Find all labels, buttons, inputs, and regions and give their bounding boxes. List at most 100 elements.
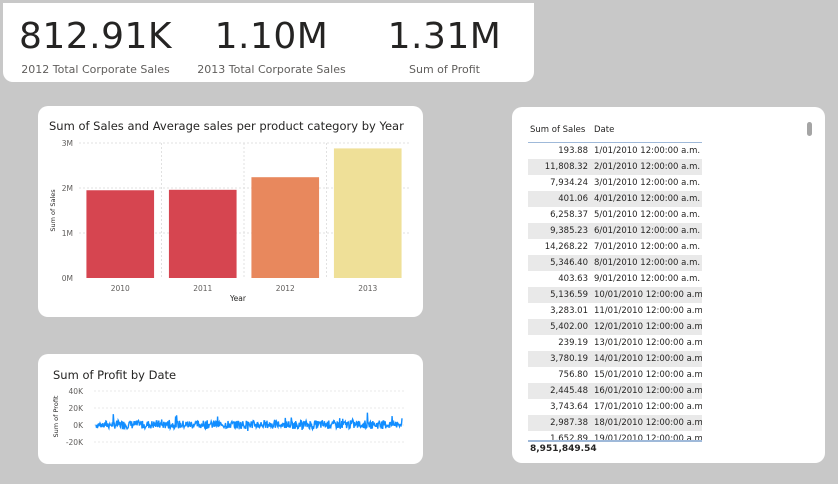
y-tick-label: 1M xyxy=(62,229,73,238)
table-body[interactable]: 193.88 1/01/2010 12:00:00 a.m. 11,808.32 2/… xyxy=(528,143,702,440)
y-tick-label: 0K xyxy=(73,421,84,430)
bar-chart-card[interactable]: 0M 1M 2M 3M 2010 2011 2012 2013 Year Sum of Sales… xyxy=(38,106,423,317)
column-header-sales[interactable]: Sum of Sales xyxy=(530,125,586,135)
sales-table-card[interactable]: Sum of Sales Date 193.88 1/01/2010 12:00:… xyxy=(512,107,825,463)
y-tick-label: 40K xyxy=(69,387,85,396)
x-axis-label: Year xyxy=(229,294,247,303)
table-row[interactable]: 1,652.89 19/01/2010 12:00:00 a.m. xyxy=(528,431,702,440)
cell-sum-of-sales: 3,780.19 xyxy=(550,354,588,364)
table-row[interactable]: 5,136.59 10/01/2010 12:00:00 a.m. xyxy=(528,287,702,303)
table-row[interactable]: 193.88 1/01/2010 12:00:00 a.m. xyxy=(528,143,702,159)
table-scrollbar[interactable] xyxy=(807,122,812,136)
kpi-2012-sales[interactable]: 812.91K 2012 Total Corporate Sales xyxy=(13,13,178,76)
line-chart-title: Sum of Profit by Date xyxy=(53,368,177,382)
kpi-strip: 812.91K 2012 Total Corporate Sales 1.10M… xyxy=(3,3,534,82)
cell-sum-of-sales: 239.19 xyxy=(558,338,588,348)
table-row[interactable]: 239.19 13/01/2010 12:00:00 a.m. xyxy=(528,335,702,351)
cell-sum-of-sales: 5,402.00 xyxy=(550,322,588,332)
table-row[interactable]: 5,402.00 12/01/2010 12:00:00 a.m. xyxy=(528,319,702,335)
cell-date: 12/01/2010 12:00:00 a.m. xyxy=(594,322,702,332)
y-axis-label: Sum of Profit xyxy=(52,395,60,437)
cell-sum-of-sales: 3,743.64 xyxy=(550,402,588,412)
kpi-label: 2012 Total Corporate Sales xyxy=(21,63,170,76)
x-tick-label: 2011 xyxy=(193,284,212,293)
cell-sum-of-sales: 403.63 xyxy=(558,274,588,284)
table-row[interactable]: 3,283.01 11/01/2010 12:00:00 a.m. xyxy=(528,303,702,319)
cell-date: 8/01/2010 12:00:00 a.m. xyxy=(594,258,701,268)
cell-date: 6/01/2010 12:00:00 a.m. xyxy=(594,226,701,236)
column-header-date[interactable]: Date xyxy=(594,125,615,135)
cell-date: 15/01/2010 12:00:00 a.m. xyxy=(594,370,702,380)
cell-sum-of-sales: 756.80 xyxy=(558,370,588,380)
table-row[interactable]: 3,780.19 14/01/2010 12:00:00 a.m. xyxy=(528,351,702,367)
cell-date: 10/01/2010 12:00:00 a.m. xyxy=(594,290,702,300)
table-row[interactable]: 403.63 9/01/2010 12:00:00 a.m. xyxy=(528,271,702,287)
cell-sum-of-sales: 6,258.37 xyxy=(550,210,588,220)
y-tick-label: 2M xyxy=(62,184,73,193)
x-tick-label: 2012 xyxy=(276,284,295,293)
y-tick-label: 0M xyxy=(62,274,73,283)
table-row[interactable]: 11,808.32 2/01/2010 12:00:00 a.m. xyxy=(528,159,702,175)
cell-sum-of-sales: 14,268.22 xyxy=(544,242,588,252)
cell-date: 18/01/2010 12:00:00 a.m. xyxy=(594,418,702,428)
cell-date: 7/01/2010 12:00:00 a.m. xyxy=(594,242,701,252)
table-row[interactable]: 5,346.40 8/01/2010 12:00:00 a.m. xyxy=(528,255,702,271)
cell-sum-of-sales: 5,346.40 xyxy=(550,258,588,268)
cell-date: 13/01/2010 12:00:00 a.m. xyxy=(594,338,702,348)
kpi-label: 2013 Total Corporate Sales xyxy=(197,63,346,76)
kpi-label: Sum of Profit xyxy=(409,63,480,76)
table-total: 8,951,849.54 xyxy=(530,444,597,454)
x-tick-label: 2013 xyxy=(358,284,377,293)
table-row[interactable]: 3,743.64 17/01/2010 12:00:00 a.m. xyxy=(528,399,702,415)
cell-sum-of-sales: 193.88 xyxy=(558,146,588,156)
y-tick-label: 3M xyxy=(62,139,73,148)
table-row[interactable]: 401.06 4/01/2010 12:00:00 a.m. xyxy=(528,191,702,207)
cell-sum-of-sales: 5,136.59 xyxy=(550,290,588,300)
cell-sum-of-sales: 3,283.01 xyxy=(550,306,588,316)
table-row[interactable]: 2,445.48 16/01/2010 12:00:00 a.m. xyxy=(528,383,702,399)
y-axis-label: Sum of Sales xyxy=(49,189,57,232)
cell-date: 4/01/2010 12:00:00 a.m. xyxy=(594,194,701,204)
table-row[interactable]: 14,268.22 7/01/2010 12:00:00 a.m. xyxy=(528,239,702,255)
cell-sum-of-sales: 11,808.32 xyxy=(544,162,588,172)
cell-sum-of-sales: 7,934.24 xyxy=(550,178,588,188)
cell-date: 11/01/2010 12:00:00 a.m. xyxy=(594,306,702,316)
cell-date: 5/01/2010 12:00:00 a.m. xyxy=(594,210,701,220)
kpi-value: 1.10M xyxy=(214,16,329,57)
cell-date: 16/01/2010 12:00:00 a.m. xyxy=(594,386,702,396)
cell-date: 2/01/2010 12:00:00 a.m. xyxy=(594,162,701,172)
x-tick-label: 2010 xyxy=(111,284,130,293)
y-tick-label: 20K xyxy=(69,404,85,413)
line-chart-card[interactable]: -20K 0K 20K 40K Sum of Profit Sum of Profit … xyxy=(38,354,423,464)
bar-2011[interactable] xyxy=(168,189,237,278)
cell-date: 17/01/2010 12:00:00 a.m. xyxy=(594,402,702,412)
table-row[interactable]: 6,258.37 5/01/2010 12:00:00 a.m. xyxy=(528,207,702,223)
line-chart[interactable]: -20K 0K 20K 40K Sum of Profit xyxy=(38,354,423,464)
table-row[interactable]: 9,385.23 6/01/2010 12:00:00 a.m. xyxy=(528,223,702,239)
cell-date: 19/01/2010 12:00:00 a.m. xyxy=(594,434,702,440)
profit-line-series[interactable] xyxy=(95,412,403,432)
cell-sum-of-sales: 2,445.48 xyxy=(550,386,588,396)
bar-2012[interactable] xyxy=(251,177,320,278)
cell-date: 9/01/2010 12:00:00 a.m. xyxy=(594,274,701,284)
cell-sum-of-sales: 401.06 xyxy=(558,194,588,204)
table-row[interactable]: 756.80 15/01/2010 12:00:00 a.m. xyxy=(528,367,702,383)
bar-2010[interactable] xyxy=(86,190,155,278)
bar-chart[interactable]: 0M 1M 2M 3M 2010 2011 2012 2013 Year Sum of Sales xyxy=(38,106,423,317)
cell-sum-of-sales: 2,987.38 xyxy=(550,418,588,428)
kpi-value: 1.31M xyxy=(387,16,502,57)
cell-date: 14/01/2010 12:00:00 a.m. xyxy=(594,354,702,364)
cell-date: 3/01/2010 12:00:00 a.m. xyxy=(594,178,701,188)
cell-sum-of-sales: 9,385.23 xyxy=(550,226,588,236)
cell-sum-of-sales: 1,652.89 xyxy=(550,434,588,440)
table-row[interactable]: 2,987.38 18/01/2010 12:00:00 a.m. xyxy=(528,415,702,431)
table-row[interactable]: 7,934.24 3/01/2010 12:00:00 a.m. xyxy=(528,175,702,191)
cell-date: 1/01/2010 12:00:00 a.m. xyxy=(594,146,701,156)
bar-chart-title: Sum of Sales and Average sales per produ… xyxy=(49,119,404,133)
total-divider xyxy=(528,440,702,442)
y-tick-label: -20K xyxy=(66,438,84,447)
kpi-value: 812.91K xyxy=(18,16,173,57)
kpi-sum-of-profit[interactable]: 1.31M Sum of Profit xyxy=(362,13,527,76)
bar-2013[interactable] xyxy=(333,148,402,278)
kpi-2013-sales[interactable]: 1.10M 2013 Total Corporate Sales xyxy=(189,13,354,76)
